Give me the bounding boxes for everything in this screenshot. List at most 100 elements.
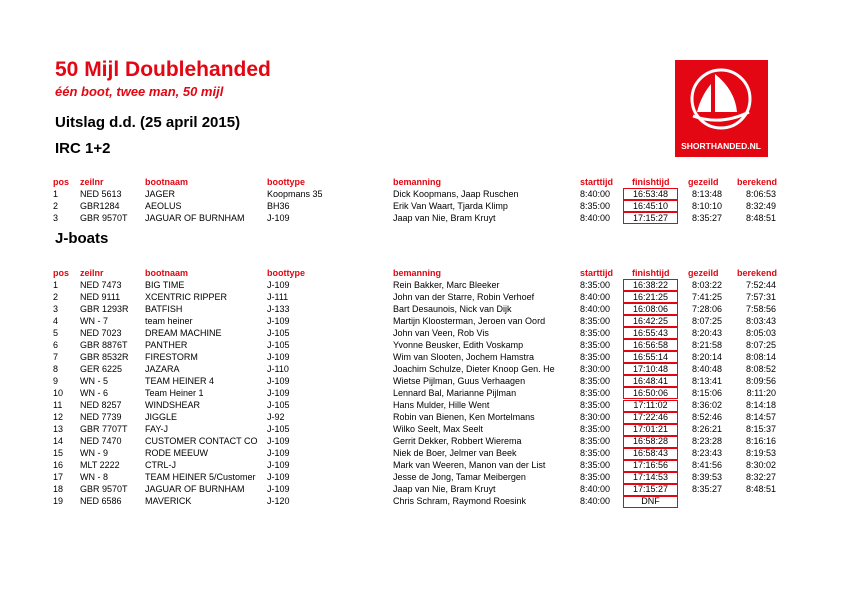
cell-bemanning: Erik Van Waart, Tjarda Klimp [393,200,508,211]
cell-berekend: 8:11:20 [746,387,776,398]
logo-text: SHORTHANDED.NL [681,141,761,151]
finish-box [623,471,678,484]
cell-berekend: 8:32:27 [745,472,776,483]
cell-zeilnr: GBR 9570T [80,484,128,495]
cell-bemanning: Wilko Seelt, Max Seelt [393,424,484,435]
cell-zeilnr: GBR 8876T [80,339,128,350]
cell-bootnaam: JAGUAR OF BURNHAM [145,212,245,223]
cell-finishtijd: 16:56:58 [632,339,669,350]
finish-box [623,399,678,412]
cell-gezeild: 8:20:43 [691,327,722,338]
cell-berekend: 8:07:25 [745,339,776,350]
cell-berekend: 8:08:14 [745,351,776,362]
cell-bootnaam: CUSTOMER CONTACT CO [145,436,258,447]
cell-gezeild: 8:52:46 [691,412,722,423]
cell-gezeild: 8:13:41 [691,375,722,386]
cell-bootnaam: BIG TIME [145,279,185,290]
finish-box [623,212,678,225]
cell-zeilnr: GBR 9570T [80,212,128,223]
cell-pos: 19 [53,496,64,507]
cell-gezeild: 8:10:10 [691,200,722,211]
cell-berekend: 8:06:53 [745,188,776,199]
cell-zeilnr: NED 5613 [80,188,122,199]
column-header: berekend [737,268,778,278]
finish-box [623,411,678,424]
finish-box [623,303,678,316]
cell-bootnaam: DREAM MACHINE [145,327,222,338]
cell-boottype: J-92 [267,412,285,423]
cell-boottype: J-111 [267,291,289,302]
column-header: boottype [267,268,305,278]
finish-box [623,200,678,213]
cell-boottype: J-109 [267,351,290,362]
cell-pos: 17 [53,472,64,483]
cell-bootnaam: TEAM HEINER 4 [145,375,215,386]
cell-starttijd: 8:35:00 [580,387,611,398]
cell-finishtijd: 16:45:10 [632,200,669,211]
cell-bemanning: Wietse Pijlman, Guus Verhaagen [393,375,526,386]
cell-bootnaam: Team Heiner 1 [145,387,204,398]
cell-zeilnr: NED 7023 [80,327,122,338]
column-header: berekend [737,177,778,187]
cell-boottype: J-109 [267,436,290,447]
cell-bemanning: Martijn Kloosterman, Jeroen van Oord [393,315,546,326]
cell-gezeild: 8:13:48 [691,188,722,199]
cell-zeilnr: NED 7473 [80,279,122,290]
result-date: Uitslag d.d. (25 april 2015) [55,114,241,131]
cell-boottype: J-109 [267,484,290,495]
cell-finishtijd: 16:58:28 [632,436,669,447]
cell-finishtijd: 17:15:27 [632,212,669,223]
column-header: zeilnr [80,268,104,278]
finish-box [623,363,678,376]
cell-finishtijd: 16:50:06 [632,387,669,398]
cell-finishtijd: 16:55:14 [632,351,669,362]
cell-starttijd: 8:40:00 [580,303,611,314]
cell-berekend: 7:52:44 [745,279,776,290]
column-header: gezeild [688,268,719,278]
cell-finishtijd: 17:10:48 [632,363,669,374]
cell-finishtijd: 16:58:43 [632,448,669,459]
cell-bootnaam: BATFISH [145,303,183,314]
column-header: starttijd [580,177,614,187]
cell-starttijd: 8:40:00 [580,291,611,302]
cell-pos: 3 [53,303,59,314]
cell-finishtijd: 16:38:22 [632,279,669,290]
cell-bootnaam: JAZARA [145,363,180,374]
section-title: IRC 1+2 [55,140,111,157]
cell-gezeild: 8:40:48 [691,363,722,374]
column-header: bootnaam [145,177,189,187]
cell-berekend: 8:05:03 [745,327,776,338]
finish-box [623,483,678,496]
cell-pos: 13 [53,424,64,435]
cell-gezeild: 8:41:56 [691,460,722,471]
cell-zeilnr: NED 7739 [80,412,122,423]
cell-bootnaam: FAY-J [145,424,169,435]
subtitle: één boot, twee man, 50 mijl [55,84,224,99]
cell-starttijd: 8:35:00 [580,472,611,483]
cell-finishtijd: 17:14:53 [632,472,669,483]
cell-berekend: 7:57:31 [745,291,776,302]
cell-starttijd: 8:35:00 [580,375,611,386]
cell-bootnaam: PANTHER [145,339,188,350]
finish-box [623,435,678,448]
cell-gezeild: 8:20:14 [691,351,722,362]
cell-boottype: J-110 [267,363,289,374]
cell-pos: 2 [53,291,59,302]
cell-boottype: Koopmans 35 [267,188,323,199]
cell-zeilnr: WN - 7 [80,315,108,326]
cell-pos: 8 [53,363,59,374]
cell-finishtijd: 17:16:56 [632,460,669,471]
column-header: bemanning [393,177,442,187]
cell-finishtijd: 16:53:48 [632,188,669,199]
cell-berekend: 8:08:52 [745,363,776,374]
cell-gezeild: 8:35:27 [691,484,722,495]
finish-box [623,459,678,472]
cell-boottype: BH36 [267,200,290,211]
cell-pos: 3 [53,212,59,223]
cell-zeilnr: GBR 7707T [80,424,128,435]
cell-gezeild: 8:36:02 [691,400,722,410]
cell-finishtijd: 17:01:21 [632,424,669,435]
cell-boottype: J-109 [267,387,290,398]
cell-starttijd: 8:40:00 [580,188,611,199]
